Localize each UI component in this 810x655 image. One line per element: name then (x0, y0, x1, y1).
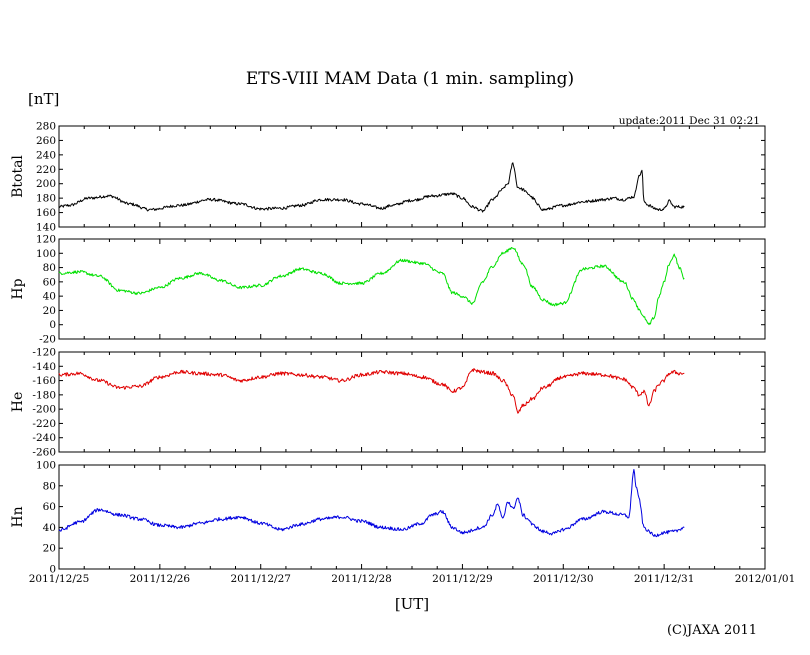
series-line-hn (58, 468, 685, 538)
series-line-btotal (58, 162, 685, 213)
x-tick-label: 2011/12/29 (432, 573, 493, 585)
y-tick-label: 20 (43, 543, 56, 555)
x-axis-label: [UT] (395, 595, 429, 613)
y-tick-label: 260 (36, 135, 56, 147)
y-tick-label: 140 (36, 222, 56, 234)
y-tick-label: -200 (32, 404, 56, 416)
y-tick-label: -120 (32, 347, 56, 359)
x-tick-label: 2011/12/28 (331, 573, 392, 585)
credit-text: (C)JAXA 2011 (667, 623, 757, 638)
update-timestamp: update:2011 Dec 31 02:21 (619, 115, 760, 127)
y-tick-label: 180 (36, 193, 56, 205)
y-tick-label: -240 (32, 432, 56, 444)
y-tick-label: -220 (32, 418, 56, 430)
panel-frame-hn (58, 464, 766, 570)
series-line-he (58, 367, 685, 414)
y-tick-label: -160 (32, 375, 56, 387)
y-tick-label: 0 (49, 319, 56, 331)
y-tick-label: -140 (32, 361, 56, 373)
y-tick-label: -20 (39, 334, 56, 346)
y-tick-label: 40 (43, 291, 56, 303)
y-tick-label: 100 (36, 460, 56, 472)
panel-frame-he (58, 351, 766, 453)
y-axis-label-hp: Hp (10, 278, 26, 299)
y-tick-label: 0 (49, 564, 56, 576)
y-tick-label: -180 (32, 389, 56, 401)
y-tick-label: 120 (36, 234, 56, 246)
panel-frame-btotal (58, 125, 766, 228)
chart-title: ETS-VIII MAM Data (1 min. sampling) (246, 69, 574, 89)
y-tick-label: 220 (36, 164, 56, 176)
y-tick-label: 60 (43, 276, 56, 288)
x-tick-label: 2011/12/30 (533, 573, 594, 585)
y-tick-label: 80 (43, 480, 56, 492)
y-tick-label: 80 (43, 262, 56, 274)
y-tick-label: -260 (32, 447, 56, 459)
x-tick-label: 2011/12/25 (29, 573, 90, 585)
x-tick-label: 2011/12/26 (130, 573, 191, 585)
y-tick-label: 100 (36, 248, 56, 260)
panel-frame-hp (58, 238, 766, 340)
y-axis-label-he: He (10, 392, 26, 413)
series-line-hp (58, 246, 685, 326)
y-tick-label: 60 (43, 501, 56, 513)
x-tick-label: 2012/01/01 (735, 573, 796, 585)
x-tick-label: 2011/12/31 (634, 573, 695, 585)
y-tick-label: 240 (36, 149, 56, 161)
x-tick-label: 2011/12/27 (230, 573, 291, 585)
y-tick-label: 200 (36, 178, 56, 190)
panels-group: 140160180200220240260280Btotal-200204060… (10, 121, 795, 586)
y-tick-label: 40 (43, 522, 56, 534)
y-tick-label: 160 (36, 207, 56, 219)
y-tick-label: 20 (43, 305, 56, 317)
y-axis-label-hn: Hn (10, 506, 26, 527)
y-unit-label: [nT] (28, 90, 59, 108)
y-axis-label-btotal: Btotal (10, 155, 26, 198)
y-tick-label: 280 (36, 121, 56, 133)
